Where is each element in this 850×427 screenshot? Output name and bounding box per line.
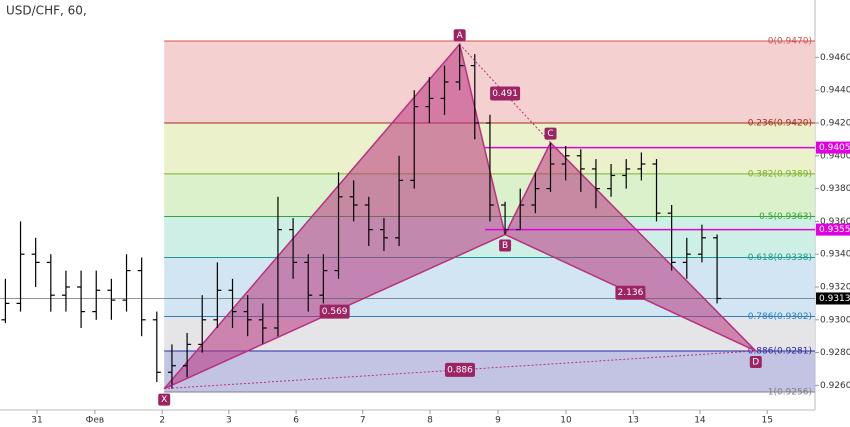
fib-band (164, 350, 815, 392)
x-tick-label: Фев (86, 416, 105, 426)
point-label: D (752, 357, 759, 367)
price-tag (816, 223, 850, 236)
y-tick-label: 0.9340 (820, 250, 850, 260)
y-tick-label: 0.9360 (820, 217, 850, 227)
fib-label: 0.236(0.9420) (748, 119, 812, 129)
point-label: B (502, 241, 508, 251)
x-tick-label: 10 (560, 416, 572, 426)
ratio-label: 0.491 (492, 89, 518, 99)
last-price-tag (816, 292, 850, 305)
y-tick-label: 0.9280 (820, 348, 850, 358)
point-box (499, 239, 512, 252)
fib-label: 0.786(0.9302) (748, 312, 812, 322)
fib-band (164, 41, 815, 123)
y-tick-label: 0.9420 (820, 119, 850, 129)
y-tick-label: 0.9380 (820, 184, 850, 194)
fib-label: 0.5(0.9363) (759, 212, 812, 222)
point-box (453, 29, 466, 42)
fib-label: 0.382(0.9389) (748, 169, 812, 179)
ratio-box (615, 285, 646, 300)
ratio-box (444, 362, 475, 377)
x-tick-label: 9 (495, 416, 501, 426)
y-tick-label: 0.9440 (820, 86, 850, 96)
price-tag (816, 141, 850, 154)
price-tag-label: 0.9405 (819, 143, 850, 153)
y-tick-label: 0.9260 (820, 381, 850, 391)
x-tick-label: 8 (427, 416, 433, 426)
point-label: X (161, 395, 167, 405)
ratio-label: 2.136 (618, 288, 644, 298)
ratio-label: 0.569 (322, 307, 348, 317)
x-tick-label: 31 (31, 416, 42, 426)
point-box (544, 127, 557, 140)
ratio-box (490, 86, 521, 101)
x-tick-label: 13 (628, 416, 639, 426)
ratio-label: 0.886 (447, 365, 473, 375)
point-label: C (547, 129, 553, 139)
y-tick-label: 0.9460 (820, 53, 850, 63)
y-tick-label: 0.9400 (820, 151, 850, 161)
x-tick-label: 7 (360, 416, 366, 426)
point-box (749, 355, 762, 368)
fib-label: 0(0.9470) (768, 37, 812, 47)
x-tick-label: 3 (226, 416, 232, 426)
chart-title: USD/CHF, 60, (6, 4, 87, 18)
ratio-box (319, 304, 350, 319)
y-tick-label: 0.9300 (820, 315, 850, 325)
x-tick-label: 6 (293, 416, 299, 426)
y-tick-label: 0.9320 (820, 283, 850, 293)
x-tick-label: 14 (694, 416, 706, 426)
price-tag-label: 0.9355 (819, 225, 850, 235)
fib-label: 0.886(0.9281) (748, 346, 812, 356)
point-label: A (457, 31, 464, 41)
point-box (158, 393, 171, 406)
x-tick-label: 2 (159, 416, 165, 426)
fib-label: 1(0.9256) (768, 387, 812, 397)
fib-label: 0.618(0.9338) (748, 253, 812, 263)
x-tick-label: 15 (761, 416, 772, 426)
last-price-label: 0.9313 (819, 294, 850, 304)
